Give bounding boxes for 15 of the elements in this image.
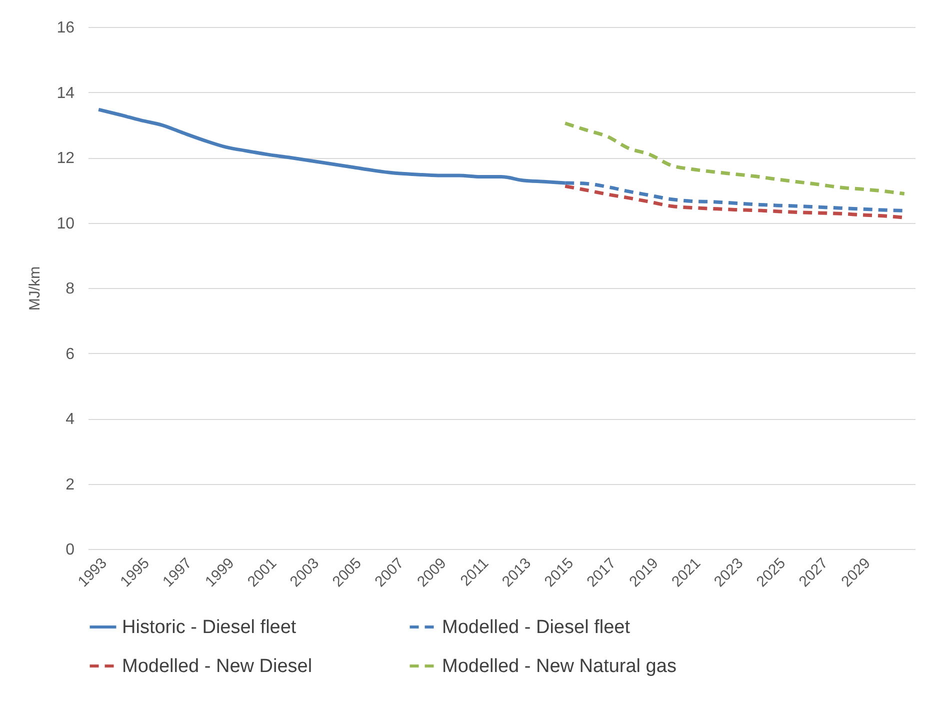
y-tick-label: 2 — [66, 476, 75, 494]
y-tick-label: 16 — [56, 20, 75, 36]
legend-label: Modelled - New Natural gas — [442, 656, 676, 677]
y-tick-label: 0 — [66, 542, 75, 558]
line-series — [563, 121, 906, 196]
y-tick-label: 10 — [56, 215, 75, 232]
legend-label: Historic - Diesel fleet — [122, 617, 297, 638]
y-tick-label: 4 — [66, 411, 75, 428]
y-tick-label: 12 — [56, 150, 75, 167]
y-axis-title: MJ/km — [26, 266, 44, 311]
y-tick-label: 6 — [66, 346, 75, 363]
legend-label: Modelled - New Diesel — [122, 656, 312, 677]
legend-label: Modelled - Diesel fleet — [442, 617, 631, 638]
y-tick-label: 14 — [56, 84, 75, 102]
y-tick-label: 8 — [66, 280, 75, 298]
